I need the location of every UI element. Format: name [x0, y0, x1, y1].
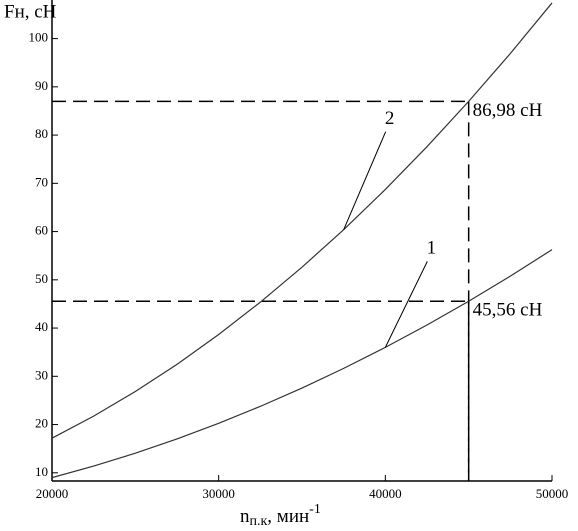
x-tick-label: 40000 — [369, 486, 402, 501]
leader-line — [343, 131, 387, 230]
reference-label: 86,98 сН — [473, 100, 543, 121]
x-label-sup: -1 — [309, 502, 321, 517]
y-tick-label: 60 — [35, 223, 48, 238]
y-tick-label: 10 — [35, 464, 48, 479]
y-tick-label: 70 — [35, 174, 48, 189]
curve-label: 1 — [427, 238, 437, 259]
x-axis-label: nп.к, мин-1 — [240, 502, 321, 529]
y-tick-label: 50 — [35, 271, 48, 286]
y-tick-label: 40 — [35, 319, 48, 334]
y-tick-label: 30 — [35, 367, 48, 382]
reference-label: 45,56 сН — [473, 300, 543, 321]
x-tick-label: 50000 — [536, 486, 569, 501]
y-axis-label: Fн, сН — [4, 1, 57, 22]
curve — [51, 2, 553, 439]
y-tick-label: 80 — [35, 126, 48, 141]
curve — [51, 249, 553, 479]
x-tick-label: 30000 — [202, 486, 235, 501]
x-label-sub: п.к — [250, 514, 268, 529]
y-tick-label: 90 — [35, 78, 48, 93]
x-label-unit: , мин — [267, 506, 309, 527]
x-label-main: n — [240, 506, 250, 527]
y-tick-label: 100 — [29, 30, 49, 45]
leader-line — [384, 261, 428, 348]
y-tick-label: 20 — [35, 416, 48, 431]
x-tick-label: 20000 — [36, 486, 69, 501]
curve-label: 2 — [385, 108, 395, 129]
